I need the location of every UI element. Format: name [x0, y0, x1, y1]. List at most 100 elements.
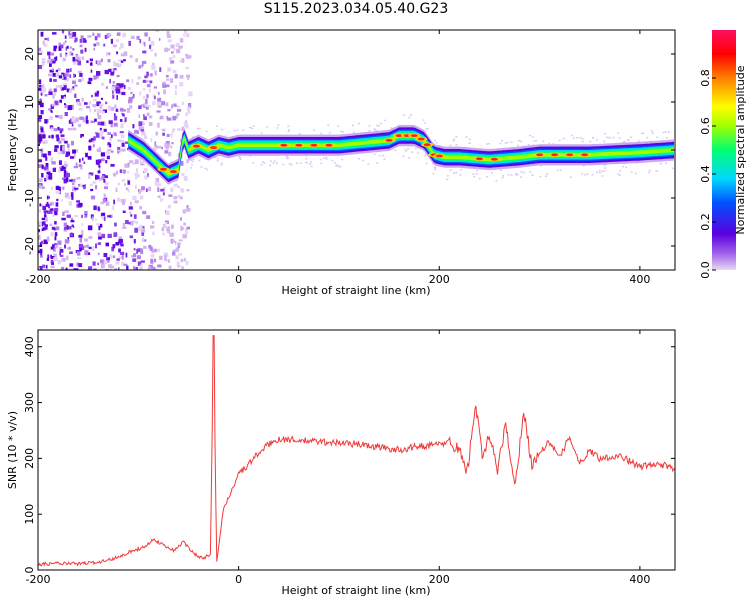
- spectrogram-haze: [625, 166, 628, 169]
- spectrogram-noise: [57, 67, 61, 71]
- spectrogram-haze: [673, 153, 675, 156]
- spectrogram-noise: [38, 79, 42, 85]
- spectrogram-noise: [58, 151, 63, 155]
- spectrogram-noise: [61, 150, 66, 155]
- spectrogram-noise: [166, 134, 170, 137]
- spectrogram-hot-spot: [159, 167, 167, 171]
- spectrogram-haze: [651, 132, 654, 135]
- spectrogram-noise: [109, 79, 111, 84]
- spectrogram-noise: [121, 91, 126, 96]
- spectrogram-noise: [53, 227, 57, 231]
- spectrogram-noise: [66, 68, 70, 73]
- spectrogram-noise: [140, 228, 146, 233]
- spectrogram-noise: [44, 94, 48, 97]
- spectrogram-noise: [51, 134, 54, 139]
- spectrogram-haze: [251, 127, 254, 129]
- spectrogram-noise: [187, 77, 190, 80]
- spectrogram-noise: [177, 105, 180, 109]
- spectrogram-noise: [77, 257, 82, 260]
- spectrogram-noise: [126, 79, 130, 83]
- spectrogram-noise: [174, 90, 177, 96]
- spectrogram-noise: [94, 92, 99, 97]
- spectrogram-noise: [62, 139, 65, 143]
- spectrogram-noise: [122, 210, 126, 213]
- spectrogram-noise: [97, 115, 102, 120]
- spectrogram-noise: [169, 232, 174, 237]
- spectrogram-noise: [161, 146, 163, 150]
- y-tick-label: 300: [23, 392, 36, 413]
- spectrogram-plot-area: [38, 30, 675, 270]
- spectrogram-haze: [404, 148, 407, 151]
- spectrogram-noise: [177, 194, 180, 198]
- spectrogram-haze: [520, 176, 523, 178]
- spectrogram-noise: [141, 60, 147, 65]
- spectrogram-noise: [98, 133, 103, 139]
- spectrogram-haze: [220, 164, 223, 166]
- spectrogram-noise: [62, 76, 67, 80]
- spectrogram-noise: [50, 104, 54, 109]
- spectrogram-noise: [175, 247, 180, 252]
- spectrogram-noise: [142, 50, 147, 54]
- spectrogram-noise: [180, 160, 184, 166]
- spectrogram-noise: [80, 35, 84, 40]
- spectrogram-noise: [69, 251, 73, 254]
- spectrogram-noise: [142, 41, 145, 45]
- spectrogram-noise: [104, 175, 108, 179]
- spectrogram-noise: [171, 51, 174, 54]
- spectrogram-noise: [59, 251, 61, 256]
- spectrogram-noise: [101, 233, 106, 239]
- spectrogram-noise: [81, 77, 84, 81]
- y-axis-label: SNR (10 * v/v): [6, 411, 19, 489]
- spectrogram-haze: [432, 172, 435, 175]
- spectrogram-noise: [38, 115, 43, 119]
- spectrogram-haze: [282, 163, 285, 166]
- spectrogram-noise: [166, 31, 170, 37]
- spectrogram-noise: [44, 212, 46, 217]
- spectrogram-noise: [117, 63, 122, 67]
- spectrogram-noise: [105, 182, 109, 186]
- spectrogram-noise: [187, 106, 191, 111]
- y-axis-label: Frequency (Hz): [6, 109, 19, 192]
- spectrogram-noise: [103, 193, 106, 197]
- spectrogram-noise: [111, 265, 115, 269]
- spectrogram-noise: [42, 221, 46, 226]
- spectrogram-haze: [204, 167, 207, 170]
- spectrogram-noise: [67, 214, 71, 218]
- spectrogram-noise: [122, 226, 127, 229]
- spectrogram-noise: [185, 120, 187, 125]
- spectrogram-noise: [38, 267, 41, 270]
- spectrogram-noise: [154, 70, 157, 76]
- spectrogram-noise: [89, 107, 92, 113]
- spectrogram-noise: [38, 47, 42, 53]
- spectrogram-noise: [45, 156, 48, 161]
- spectrogram-noise: [140, 189, 144, 193]
- spectrogram-noise: [65, 172, 70, 178]
- spectrogram-noise: [119, 131, 124, 134]
- spectrogram-noise: [144, 75, 148, 79]
- spectrogram-noise: [76, 262, 79, 267]
- spectrogram-noise: [112, 205, 115, 211]
- spectrogram-noise: [39, 208, 42, 213]
- spectrogram-noise: [116, 32, 121, 36]
- spectrogram-noise: [133, 220, 136, 223]
- spectrogram-noise: [66, 143, 70, 148]
- spectrogram-haze: [394, 149, 397, 152]
- y-tick-label: 200: [23, 448, 36, 469]
- spectrogram-noise: [132, 195, 137, 201]
- spectrogram-noise: [49, 78, 52, 82]
- spectrogram-noise: [138, 121, 143, 126]
- spectrogram-noise: [88, 172, 92, 175]
- spectrogram-haze: [196, 127, 199, 130]
- spectrogram-haze: [665, 137, 668, 139]
- spectrogram-noise: [187, 207, 191, 212]
- spectrogram-noise: [115, 187, 118, 192]
- spectrogram-noise: [137, 261, 142, 266]
- spectrogram-haze: [659, 162, 662, 165]
- spectrogram-noise: [181, 101, 185, 105]
- spectrogram-haze: [273, 160, 276, 162]
- spectrogram-noise: [62, 145, 65, 151]
- spectrogram-haze: [459, 174, 462, 176]
- spectrogram-noise: [89, 174, 91, 180]
- spectrogram-haze: [618, 137, 621, 139]
- spectrogram-noise: [73, 166, 79, 169]
